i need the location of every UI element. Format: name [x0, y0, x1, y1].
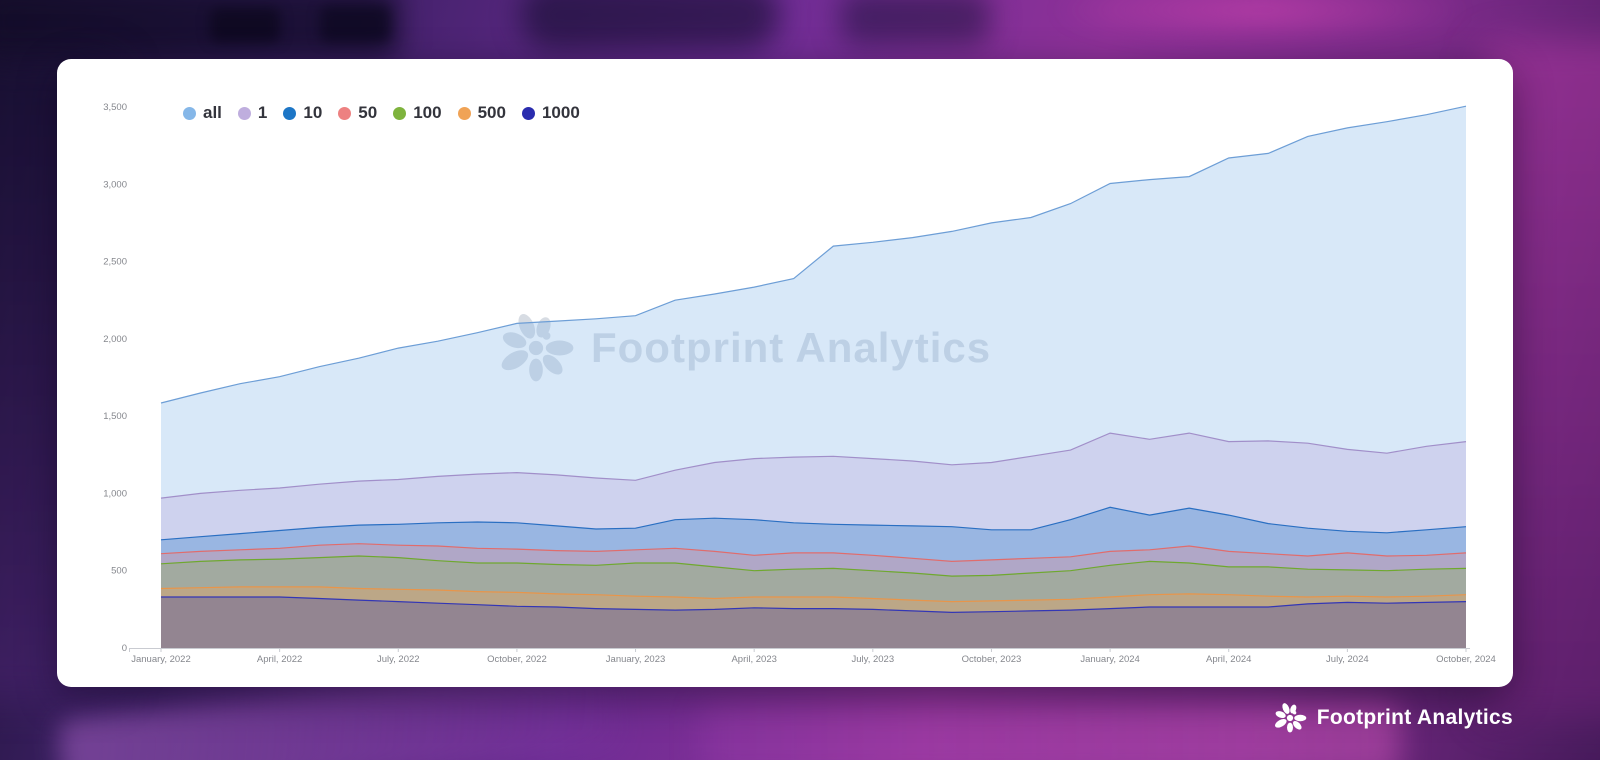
legend-dot-10: [283, 106, 297, 120]
line-100: [160, 555, 1467, 577]
legend-label-50: 50: [358, 103, 378, 122]
y-tick-label: 2,500: [103, 257, 127, 268]
x-tick-label: April, 2022: [257, 654, 302, 665]
legend-dot-all: [183, 106, 196, 120]
legend-item-1000[interactable]: 1000: [521, 103, 580, 123]
background-blob: [520, 0, 780, 50]
area-1000: [161, 597, 1466, 648]
line-1000: [161, 596, 1467, 614]
legend-item-1[interactable]: 1: [237, 103, 268, 123]
legend-dot-1000: [521, 106, 535, 120]
legend-label-1000: 1000: [541, 103, 580, 122]
legend-dot-50: [338, 106, 352, 120]
y-tick-label: 1,500: [103, 411, 127, 422]
y-tick-label: 1,000: [103, 488, 127, 499]
legend-label-1: 1: [257, 103, 268, 122]
area-50: [161, 543, 1466, 648]
x-tick-label: April, 2024: [1206, 654, 1251, 665]
legend-dot-500: [457, 106, 471, 120]
chart-card: Footprint Analytics January, 2022 April, …: [57, 59, 1513, 687]
area-500: [161, 586, 1466, 648]
x-tick-label: January, 2022: [131, 654, 191, 665]
x-tick-label: January, 2024: [1080, 654, 1140, 665]
background-blob: [320, 6, 390, 42]
footer-brand: Footprint Analytics: [1273, 701, 1513, 735]
area-10: [161, 507, 1466, 648]
legend-item-all[interactable]: all: [183, 103, 222, 123]
legend-item-10[interactable]: 10: [283, 103, 322, 123]
line-10: [160, 506, 1467, 541]
x-tick-label: January, 2023: [606, 654, 666, 665]
y-tick-label: 3,500: [103, 102, 127, 113]
line-1: [160, 432, 1467, 499]
background-blob: [840, 0, 990, 45]
area-chart[interactable]: January, 2022 April, 2022 July, 2022 Octobe…: [57, 59, 1513, 687]
x-tick-label: July, 2022: [377, 654, 420, 665]
x-tick-label: October, 2024: [1436, 654, 1496, 665]
legend-label-100: 100: [413, 103, 442, 122]
legend-item-100[interactable]: 100: [393, 103, 442, 123]
watermark: Footprint Analytics: [497, 309, 991, 387]
background-blob: [210, 8, 280, 42]
line-all: [160, 105, 1467, 404]
legend-label-all: all: [203, 103, 222, 122]
x-tick-label: October, 2022: [487, 654, 547, 665]
area-100: [161, 556, 1466, 648]
legend-label-10: 10: [303, 103, 323, 122]
area-1: [161, 433, 1466, 648]
footprint-logo-icon: [1273, 702, 1307, 733]
legend-item-500[interactable]: 500: [457, 103, 506, 123]
line-50: [160, 543, 1467, 563]
y-tick-label: 3,000: [103, 179, 127, 190]
y-tick-label: 0: [122, 643, 127, 654]
chart-legend: all 1 10 50 100 500 1000: [183, 103, 580, 123]
legend-item-50[interactable]: 50: [338, 103, 377, 123]
y-tick-label: 2,000: [103, 334, 127, 345]
legend-label-500: 500: [477, 103, 506, 122]
line-500: [160, 586, 1467, 603]
y-tick-label: 500: [111, 566, 127, 577]
background-blob: [1050, 0, 1470, 45]
footer-brand-text: Footprint Analytics: [1316, 706, 1513, 729]
legend-dot-1: [237, 106, 251, 120]
x-tick-label: October, 2023: [962, 654, 1022, 665]
x-tick-label: July, 2024: [1326, 654, 1369, 665]
x-tick-label: April, 2023: [731, 654, 776, 665]
x-tick-label: July, 2023: [852, 654, 895, 665]
watermark-text: Footprint Analytics: [591, 324, 991, 372]
legend-dot-100: [393, 106, 407, 120]
